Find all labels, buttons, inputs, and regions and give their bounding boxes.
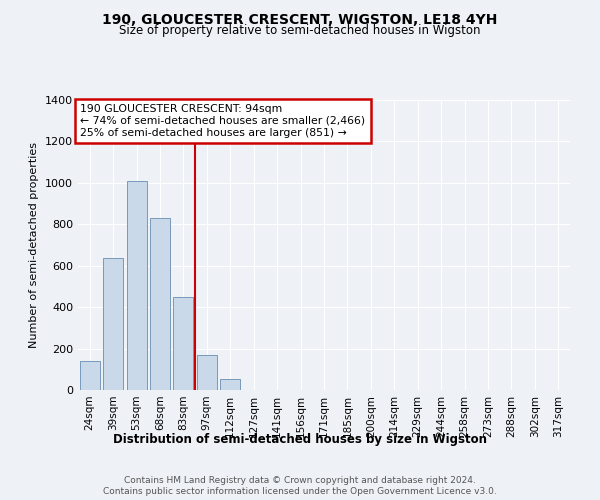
Bar: [80, 361, 100, 390]
Bar: [220, 378, 240, 390]
Bar: [103, 258, 123, 390]
Text: Distribution of semi-detached houses by size in Wigston: Distribution of semi-detached houses by …: [113, 432, 487, 446]
Text: Contains HM Land Registry data © Crown copyright and database right 2024.: Contains HM Land Registry data © Crown c…: [124, 476, 476, 485]
Bar: [150, 218, 170, 390]
Text: 190 GLOUCESTER CRESCENT: 94sqm
← 74% of semi-detached houses are smaller (2,466): 190 GLOUCESTER CRESCENT: 94sqm ← 74% of …: [80, 104, 365, 138]
Bar: [197, 355, 217, 390]
Bar: [173, 297, 193, 390]
Bar: [127, 181, 146, 390]
Text: Size of property relative to semi-detached houses in Wigston: Size of property relative to semi-detach…: [119, 24, 481, 37]
Text: 190, GLOUCESTER CRESCENT, WIGSTON, LE18 4YH: 190, GLOUCESTER CRESCENT, WIGSTON, LE18 …: [103, 12, 497, 26]
Text: Contains public sector information licensed under the Open Government Licence v3: Contains public sector information licen…: [103, 488, 497, 496]
Y-axis label: Number of semi-detached properties: Number of semi-detached properties: [29, 142, 40, 348]
